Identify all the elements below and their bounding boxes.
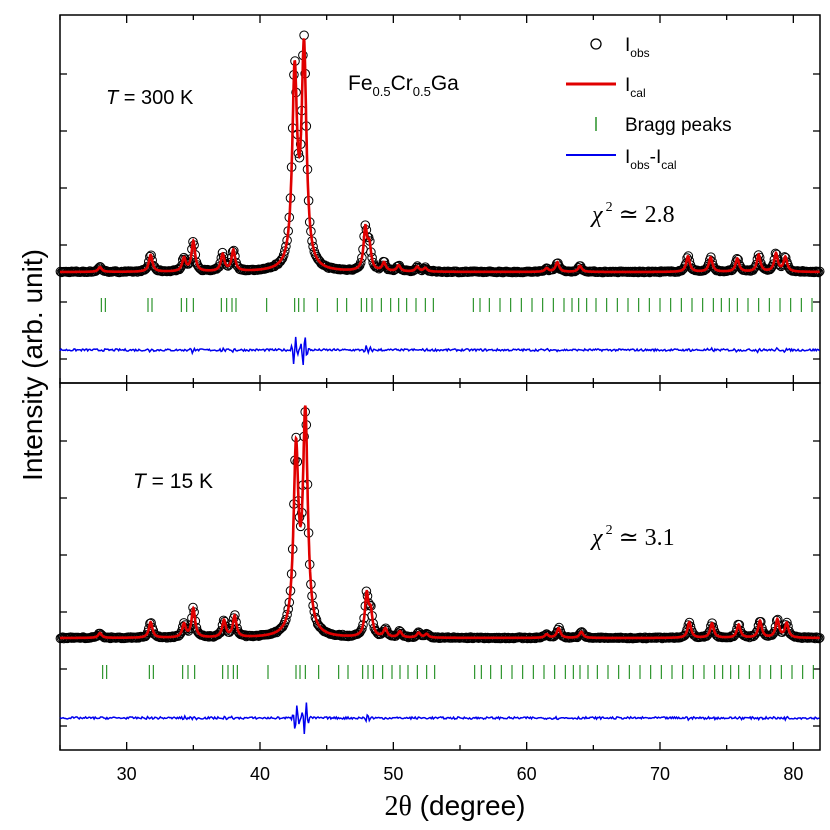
legend-obs-symbol xyxy=(590,38,602,50)
x-axis-unit: (degree) xyxy=(412,790,526,821)
difference-curves xyxy=(59,336,821,734)
difference-curve-0 xyxy=(59,336,821,365)
x-tick-labels: 30 40 50 60 70 80 xyxy=(117,764,804,784)
lower-panel-frame xyxy=(59,382,821,751)
obs-point xyxy=(276,254,287,265)
x-tick-label-70: 70 xyxy=(650,764,670,784)
axis-ticks xyxy=(59,15,820,750)
obs-point xyxy=(355,626,366,636)
legend: Iobs Ical Bragg peaks Iobs-Ical xyxy=(566,35,732,172)
legend-obs-label: Iobs xyxy=(625,35,650,60)
upper-temperature-label: T = 300 K xyxy=(106,87,194,109)
obs-point xyxy=(214,628,224,639)
lower-temperature-label: T = 15 K xyxy=(133,470,213,493)
x-tick-label-80: 80 xyxy=(783,764,803,784)
x-tick-label-60: 60 xyxy=(517,764,537,784)
difference-curve-1 xyxy=(59,702,820,734)
obs-point xyxy=(149,629,160,640)
x-tick-label-30: 30 xyxy=(117,764,137,784)
calculated-curve-0 xyxy=(60,38,820,274)
calculated-curves xyxy=(60,38,820,640)
legend-bragg-label: Bragg peaks xyxy=(625,115,732,136)
x-axis-symbol: 2θ xyxy=(384,791,411,822)
obs-point xyxy=(728,263,739,273)
calculated-curve-1 xyxy=(60,405,820,640)
bragg-peak-markers xyxy=(100,298,814,679)
legend-cal-label: Ical xyxy=(625,75,646,100)
obs-point xyxy=(414,628,425,638)
obs-point xyxy=(417,265,427,276)
obs-point xyxy=(179,252,189,263)
x-axis-label: 2θ (degree) xyxy=(384,790,525,822)
compound-label: Fe0.5Cr0.5Ga xyxy=(348,72,459,99)
upper-panel-frame xyxy=(59,14,821,384)
obs-point xyxy=(767,261,777,272)
x-tick-label-40: 40 xyxy=(250,764,270,784)
x-tick-label-50: 50 xyxy=(383,764,403,784)
y-axis-label: Intensity (arb. unit) xyxy=(17,249,48,481)
obs-point xyxy=(276,622,287,633)
obs-point xyxy=(380,623,391,634)
legend-diff-label: Iobs-Ical xyxy=(625,147,677,172)
